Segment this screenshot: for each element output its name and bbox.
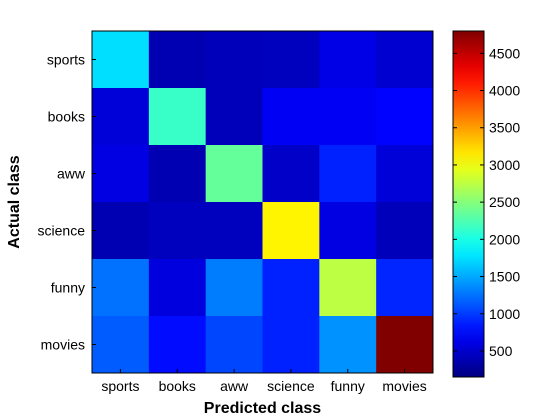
colorbar-tick-label: 1500 (489, 269, 520, 285)
heatmap-cell (148, 145, 207, 203)
colorbar: 500 1000 1500 2000 2500 3000 3500 4000 4500 (452, 30, 520, 378)
heatmap-cell (319, 88, 377, 146)
x-tick-label: aww (220, 378, 249, 394)
colorbar-tick-label: 2000 (489, 231, 520, 247)
heatmap-cell (376, 259, 434, 317)
heatmap-cell (205, 88, 263, 146)
y-tick-label: science (38, 223, 86, 239)
heatmap-cell (92, 259, 150, 317)
heatmap-cell (319, 202, 377, 260)
heatmap-cell (319, 31, 377, 89)
heatmap-cell (376, 316, 434, 374)
y-tick-label: books (48, 109, 85, 125)
heatmap-cell (92, 31, 150, 89)
colorbar-tick-label: 3500 (489, 120, 520, 136)
colorbar-tick-label: 500 (489, 343, 513, 359)
heatmap-cell (92, 88, 150, 146)
heatmap-cell (92, 145, 150, 203)
heatmap-cell (92, 202, 150, 260)
heatmap-cell (148, 316, 207, 374)
y-tick-label: funny (51, 280, 85, 296)
x-tick-label: books (159, 378, 196, 394)
y-axis-title: Actual class (6, 155, 23, 248)
heatmap-cell (319, 316, 377, 374)
heatmap-cell (205, 31, 263, 89)
matrix-frame (91, 30, 434, 374)
heatmap-cell (205, 202, 263, 260)
heatmap-cell (262, 145, 320, 203)
heatmap-cell (92, 316, 150, 374)
heatmap-cell (148, 31, 207, 89)
colorbar-tick-label: 4500 (489, 45, 520, 61)
y-tick-label: aww (57, 166, 86, 182)
colorbar-tick-label: 2500 (489, 194, 520, 210)
heatmap-cell (376, 31, 434, 89)
heatmap-cell (205, 145, 263, 203)
heatmap-cell (376, 145, 434, 203)
colorbar-tick-label: 3000 (489, 157, 520, 173)
heatmap-cell (148, 88, 207, 146)
heatmap-cell (262, 202, 320, 260)
heatmap-cell (262, 316, 320, 374)
x-tick-label: science (267, 378, 315, 394)
colorbar-tick-label: 1000 (489, 306, 520, 322)
x-tick-label: sports (101, 378, 139, 394)
x-tick-labels: sports books aww science funny movies (101, 369, 427, 394)
heatmap-cell (205, 259, 263, 317)
heatmap-cell (319, 145, 377, 203)
y-tick-labels: sports books aww science funny movies (38, 52, 96, 353)
heatmap-cell (148, 259, 207, 317)
colorbar-gradient (452, 30, 485, 378)
x-axis-title: Predicted class (204, 400, 322, 417)
x-tick-label: funny (331, 378, 365, 394)
heatmap-cell (376, 202, 434, 260)
heatmap-cell (376, 88, 434, 146)
heatmap-cell (262, 88, 320, 146)
heatmap-cell (148, 202, 207, 260)
y-tick-label: movies (41, 337, 85, 353)
heatmap-cell (205, 316, 263, 374)
heatmap-cell (262, 31, 320, 89)
x-tick-label: movies (382, 378, 426, 394)
y-tick-label: sports (47, 52, 85, 68)
heatmap-cells (92, 31, 434, 374)
colorbar-tick-label: 4000 (489, 83, 520, 99)
heatmap-cell (319, 259, 377, 317)
colorbar-ticks: 500 1000 1500 2000 2500 3000 3500 4000 4500 (453, 45, 520, 359)
heatmap-cell (262, 259, 320, 317)
